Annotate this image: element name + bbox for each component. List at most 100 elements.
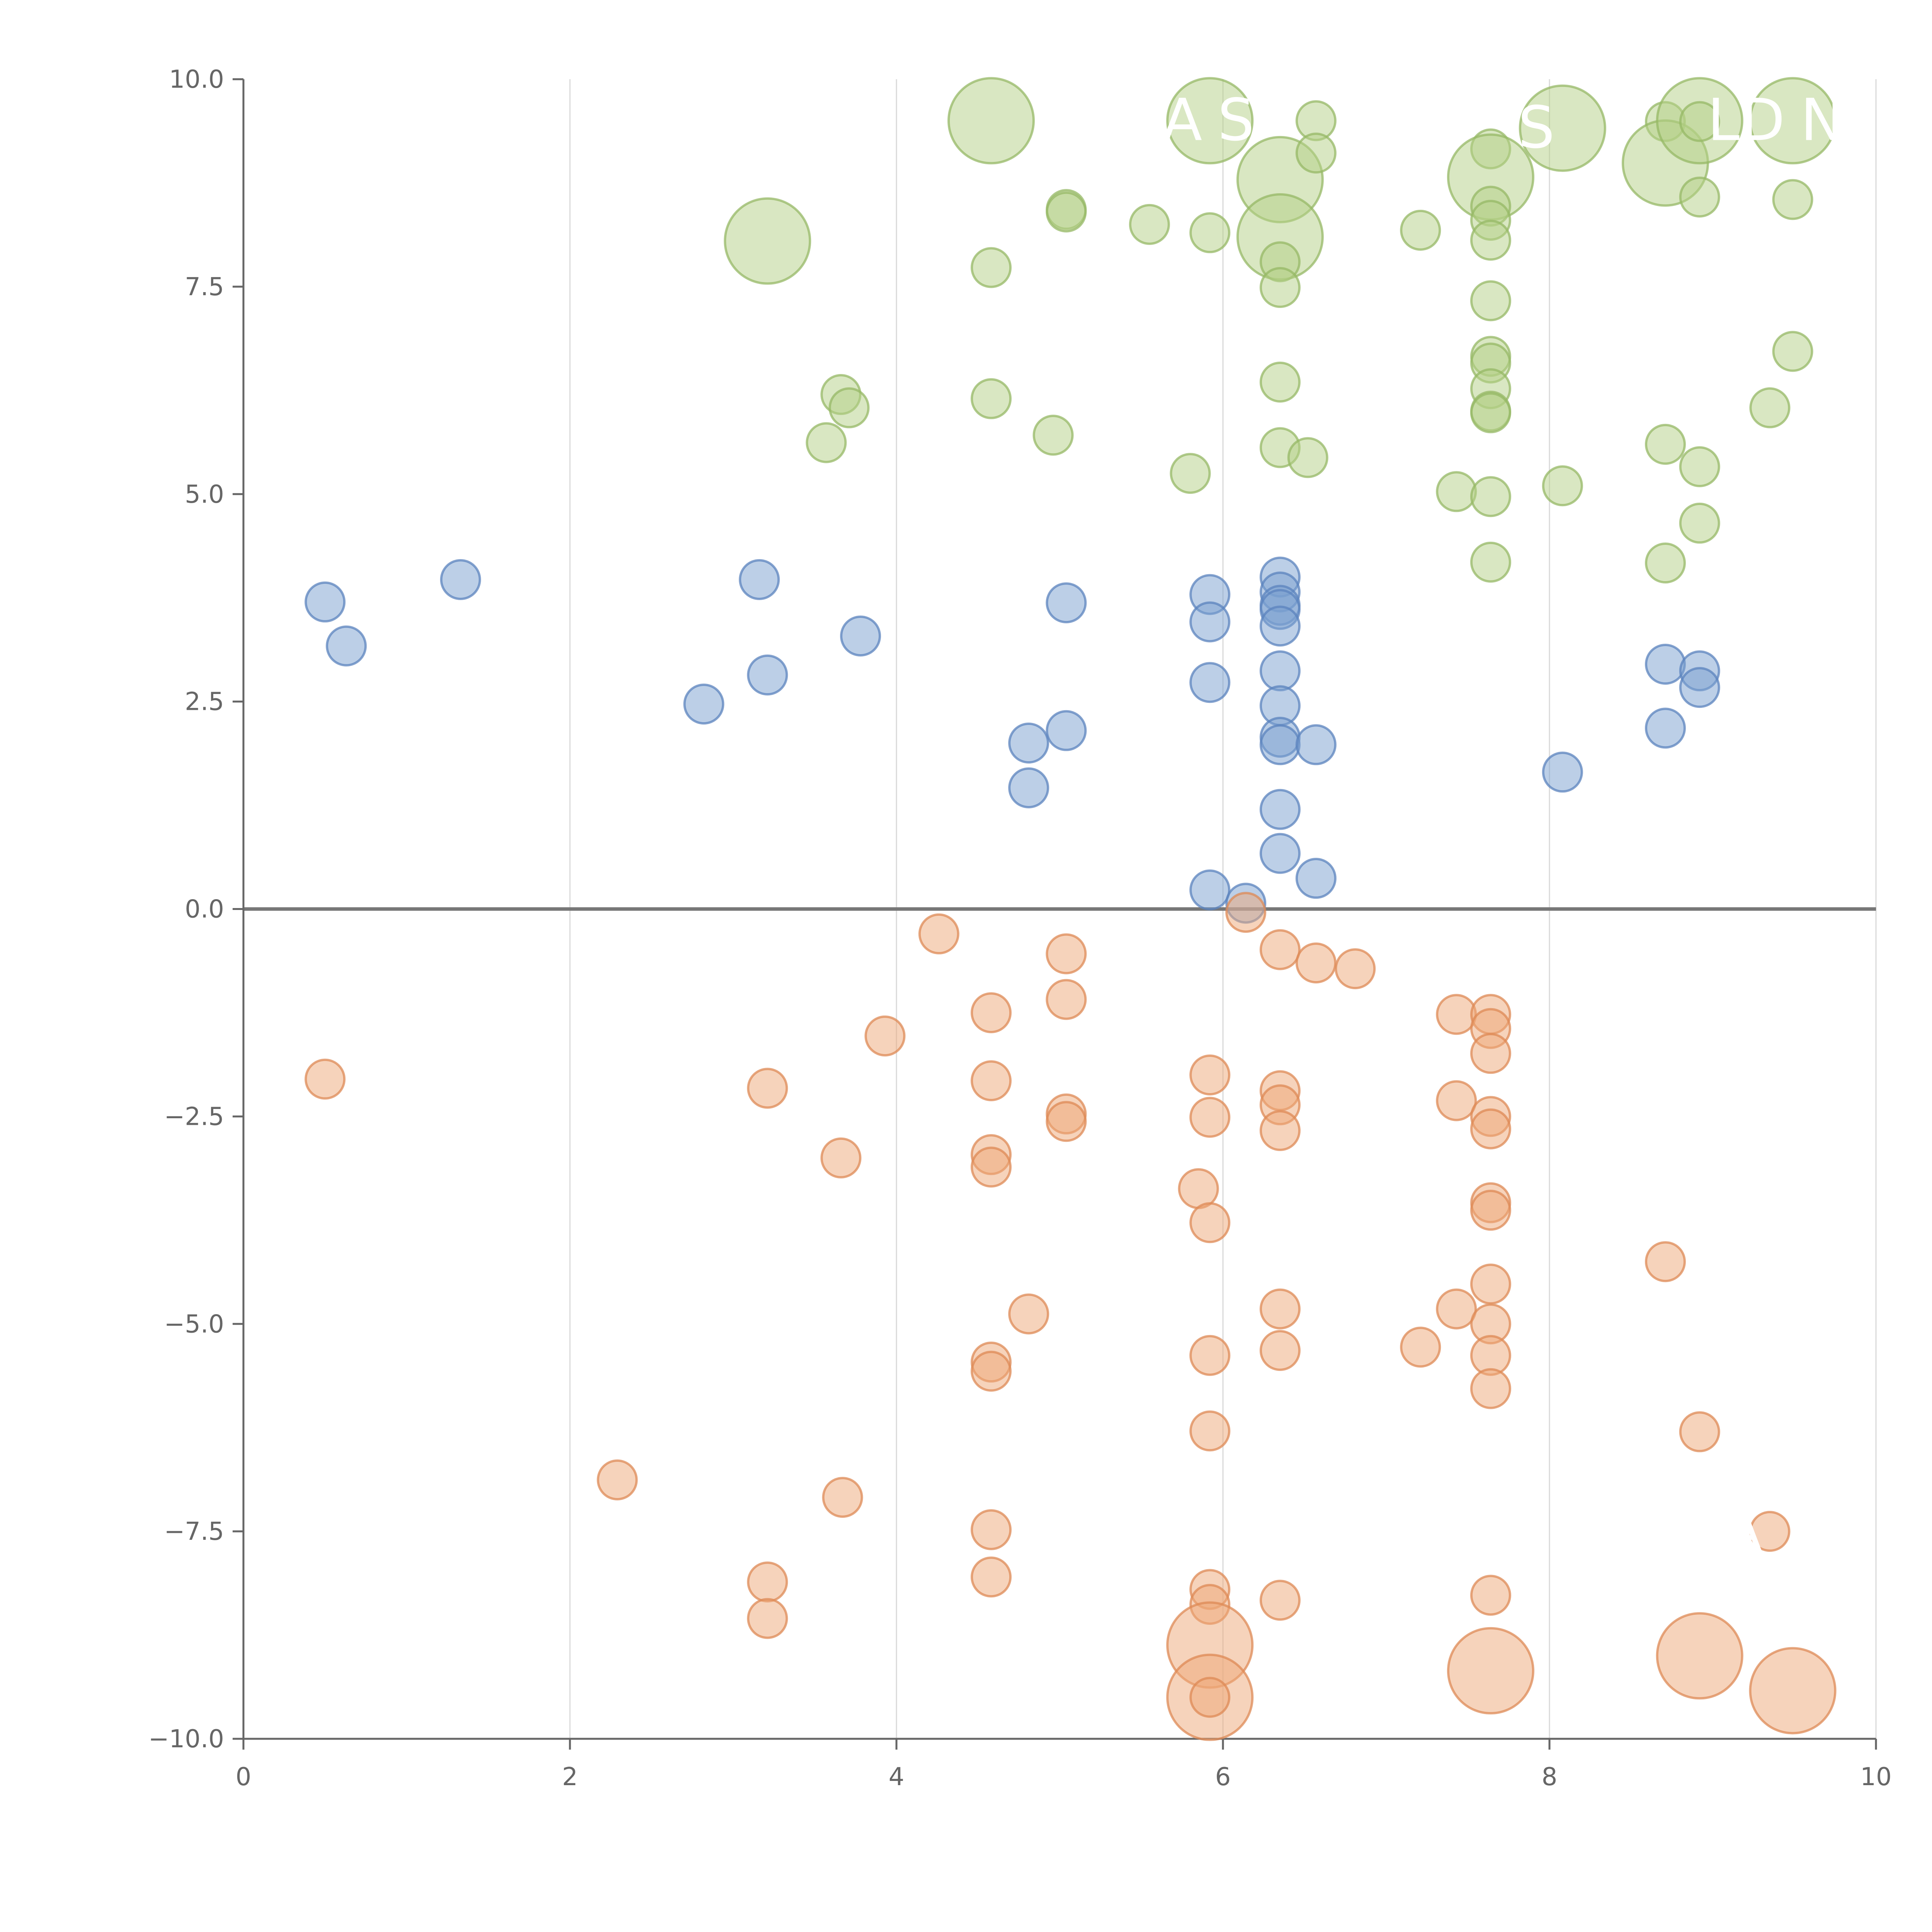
bubble-point — [326, 625, 367, 667]
bubble-layer — [304, 77, 1837, 1741]
bubble-point — [1129, 204, 1170, 245]
bubble-point — [1645, 1241, 1686, 1282]
bubble-point — [1436, 994, 1477, 1035]
y-tick-label: −10.0 — [148, 1725, 224, 1753]
bubble-point — [1400, 1327, 1441, 1368]
bubble-point — [864, 1015, 906, 1057]
bubble-point — [1189, 869, 1231, 911]
bubble-point — [1470, 1575, 1511, 1616]
bubble-point — [1436, 1080, 1477, 1121]
y-tick-label: 0.0 — [185, 895, 224, 924]
bubble-point — [1470, 476, 1511, 517]
bubble-point — [1542, 752, 1583, 793]
bubble-point — [828, 387, 870, 429]
bubble-point — [1189, 1202, 1231, 1243]
bubble-point — [1046, 582, 1087, 624]
bubble-point — [1225, 892, 1267, 933]
bubble-point — [724, 197, 811, 285]
bubble-point — [1189, 662, 1231, 703]
bubble-point — [1259, 1110, 1301, 1151]
bubble-point — [1447, 1627, 1534, 1714]
annotation-layer: A S S L NDA — [1163, 87, 1844, 1565]
bubble-point — [1189, 1677, 1231, 1718]
annotation-label: D — [1740, 87, 1785, 154]
bubble-point — [1470, 541, 1511, 583]
bubble-point — [1295, 133, 1337, 174]
bubble-point — [747, 654, 788, 696]
bubble-point — [1166, 77, 1254, 165]
bubble-point — [1470, 219, 1511, 261]
bubble-point — [1287, 437, 1328, 478]
bubble-point — [747, 1561, 788, 1603]
bubble-point — [1679, 101, 1720, 142]
bubble-point — [1679, 176, 1720, 218]
bubble-point — [1470, 280, 1511, 321]
bubble-point — [1470, 1033, 1511, 1074]
bubble-point — [1470, 1368, 1511, 1409]
y-tick-label: 5.0 — [185, 480, 224, 509]
bubble-point — [1749, 1511, 1791, 1552]
bubble-point — [1032, 415, 1074, 456]
bubble-point — [971, 1060, 1012, 1102]
bubble-point — [1008, 1293, 1049, 1335]
bubble-point — [304, 581, 346, 622]
bubble-point — [1259, 724, 1301, 765]
bubble-point — [1189, 1054, 1231, 1095]
y-tick-label: 10.0 — [169, 65, 224, 94]
x-tick-label: 2 — [562, 1763, 578, 1791]
bubble-point — [1189, 212, 1231, 253]
bubble-point — [1170, 453, 1211, 494]
bubble-point — [1295, 942, 1337, 984]
annotation-label: A — [1723, 1497, 1762, 1565]
annotation-label: A — [1163, 87, 1202, 154]
bubble-point — [1259, 267, 1301, 308]
bubble-point — [1749, 77, 1837, 165]
x-tick-label: 6 — [1215, 1763, 1231, 1791]
bubble-point — [1178, 1168, 1219, 1209]
bubble-point — [1295, 724, 1337, 765]
y-tick-label: −5.0 — [164, 1310, 224, 1338]
bubble-point — [1772, 331, 1813, 372]
bubble-point — [1259, 1580, 1301, 1621]
bubble-point — [1645, 707, 1686, 749]
bubble-point — [739, 559, 780, 600]
bubble-point — [840, 615, 881, 656]
bubble-point — [1046, 1101, 1087, 1142]
bubble-point — [918, 913, 959, 954]
bubble-point — [971, 1350, 1012, 1392]
bubble-point — [1335, 948, 1376, 990]
bubble-point — [1679, 667, 1720, 708]
bubble-point — [1400, 209, 1441, 251]
bubble-point — [1679, 502, 1720, 544]
bubble-point — [971, 1556, 1012, 1598]
bubble-point — [1519, 84, 1606, 172]
y-tick-label: −7.5 — [164, 1517, 224, 1546]
bubble-point — [1772, 179, 1813, 220]
bubble-point — [1046, 710, 1087, 751]
bubble-point — [440, 559, 481, 600]
bubble-point — [1259, 1288, 1301, 1330]
bubble-point — [1189, 1097, 1231, 1138]
bubble-point — [1436, 1288, 1477, 1330]
bubble-point — [1046, 979, 1087, 1020]
bubble-point — [1008, 723, 1049, 764]
annotation-label: N — [1801, 87, 1844, 154]
y-tick-label: 2.5 — [185, 688, 224, 716]
bubble-point — [1470, 1108, 1511, 1150]
annotation-label: S — [1218, 87, 1254, 154]
bubble-point — [1259, 789, 1301, 830]
bubble-point — [1470, 392, 1511, 434]
bubble-point — [1749, 1647, 1837, 1735]
bubble-point — [820, 1137, 862, 1179]
bubble-point — [1645, 423, 1686, 465]
bubble-point — [683, 684, 724, 725]
annotation-label: L — [1708, 87, 1740, 154]
x-tick-label: 8 — [1542, 1763, 1558, 1791]
bubble-point — [1046, 933, 1087, 975]
bubble-point — [1259, 650, 1301, 692]
bubble-point — [1295, 858, 1337, 899]
x-tick-label: 4 — [889, 1763, 905, 1791]
bubble-point — [971, 1509, 1012, 1550]
bubble-point — [1679, 446, 1720, 487]
bubble-point — [971, 247, 1012, 288]
